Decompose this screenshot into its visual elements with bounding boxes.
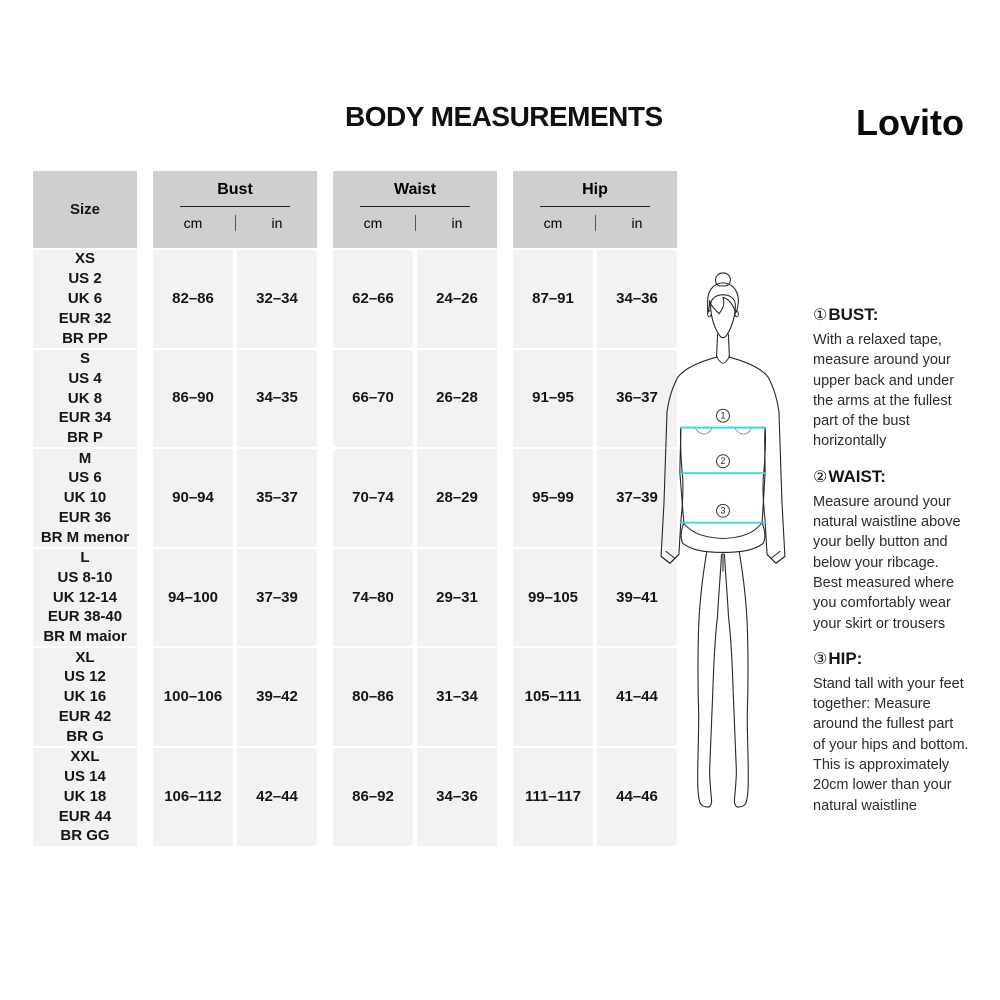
svg-text:2: 2: [721, 456, 726, 466]
svg-text:3: 3: [721, 506, 726, 516]
svg-text:1: 1: [721, 411, 726, 421]
